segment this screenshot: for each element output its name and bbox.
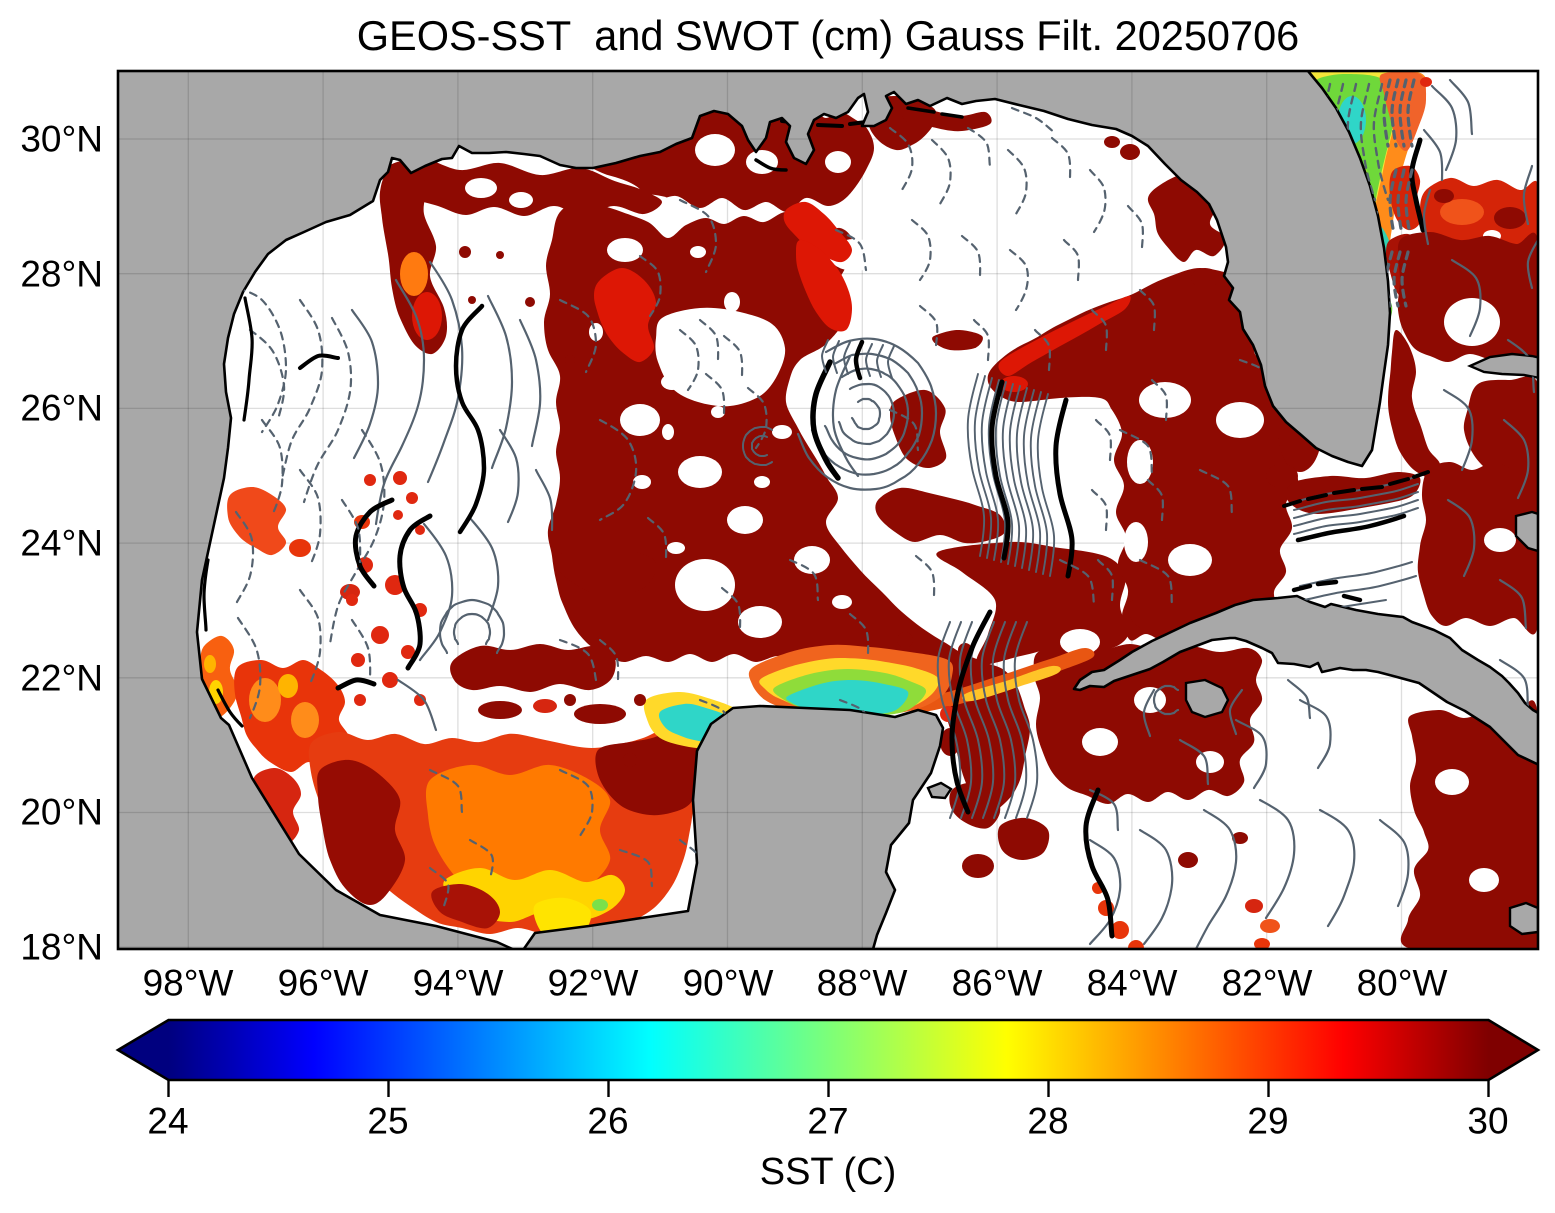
svg-text:22°N: 22°N <box>20 658 103 699</box>
svg-text:24: 24 <box>147 1101 188 1142</box>
svg-text:28°N: 28°N <box>20 254 103 295</box>
svg-text:28: 28 <box>1027 1101 1068 1142</box>
svg-text:30: 30 <box>1467 1101 1508 1142</box>
svg-text:24°N: 24°N <box>20 523 103 564</box>
svg-text:29: 29 <box>1247 1101 1288 1142</box>
svg-text:20°N: 20°N <box>20 792 103 833</box>
svg-text:80°W: 80°W <box>1357 963 1448 1004</box>
svg-text:98°W: 98°W <box>143 963 234 1004</box>
svg-text:92°W: 92°W <box>548 963 639 1004</box>
svg-text:84°W: 84°W <box>1087 963 1178 1004</box>
svg-text:96°W: 96°W <box>278 963 369 1004</box>
svg-text:94°W: 94°W <box>413 963 504 1004</box>
svg-text:18°N: 18°N <box>20 927 103 968</box>
svg-text:26°N: 26°N <box>20 388 103 429</box>
svg-text:86°W: 86°W <box>952 963 1043 1004</box>
svg-text:SST (C): SST (C) <box>760 1151 897 1193</box>
svg-text:27: 27 <box>807 1101 848 1142</box>
svg-text:88°W: 88°W <box>817 963 908 1004</box>
svg-text:25: 25 <box>367 1101 408 1142</box>
svg-text:90°W: 90°W <box>683 963 774 1004</box>
svg-text:30°N: 30°N <box>20 119 103 160</box>
svg-text:26: 26 <box>587 1101 628 1142</box>
svg-text:GEOS-SST and SWOT (cm) Gauss: GEOS-SST and SWOT (cm) Gauss Filt. 20250… <box>357 12 1300 59</box>
svg-text:82°W: 82°W <box>1222 963 1313 1004</box>
